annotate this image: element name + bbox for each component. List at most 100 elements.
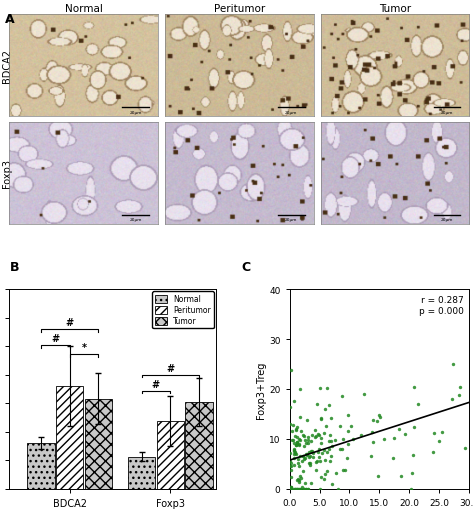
Point xyxy=(367,453,374,461)
Point xyxy=(309,449,317,457)
Point xyxy=(357,431,365,439)
Point xyxy=(376,413,383,421)
Text: 20μm: 20μm xyxy=(129,218,142,222)
Point xyxy=(301,485,308,493)
Point xyxy=(294,455,301,463)
Point xyxy=(313,432,320,440)
Title: Peritumor: Peritumor xyxy=(214,4,265,14)
Point xyxy=(286,403,294,411)
Point xyxy=(296,485,304,493)
Point xyxy=(308,479,315,487)
Point xyxy=(322,422,330,431)
Point xyxy=(431,429,438,437)
Text: C: C xyxy=(242,261,251,273)
Point xyxy=(347,422,355,430)
Point xyxy=(320,475,328,483)
Point xyxy=(414,400,421,408)
Point xyxy=(295,462,303,470)
Point xyxy=(295,475,302,483)
Point xyxy=(292,485,300,493)
Point xyxy=(390,435,397,443)
Point xyxy=(287,459,294,467)
Point xyxy=(349,435,357,443)
Point xyxy=(292,449,299,457)
Text: B: B xyxy=(9,261,19,273)
Point xyxy=(296,441,303,449)
Point xyxy=(292,426,300,434)
Point xyxy=(303,451,310,460)
Point xyxy=(287,462,295,470)
Point xyxy=(291,432,299,440)
Point xyxy=(344,428,352,436)
Point xyxy=(327,458,334,466)
Point xyxy=(299,483,306,491)
Point xyxy=(302,485,310,493)
Bar xyxy=(85,399,112,489)
Point xyxy=(408,485,415,493)
Point xyxy=(321,405,328,413)
Text: 20μm: 20μm xyxy=(285,218,298,222)
Point xyxy=(293,485,301,493)
Point xyxy=(328,480,336,489)
Point xyxy=(290,447,298,455)
Point xyxy=(300,456,308,464)
Bar xyxy=(185,402,212,489)
Point xyxy=(456,383,464,391)
Point xyxy=(338,445,346,453)
Point xyxy=(292,447,299,456)
Point xyxy=(303,450,310,458)
Bar xyxy=(156,421,184,489)
Point xyxy=(327,414,335,422)
Point xyxy=(312,458,320,466)
Text: #: # xyxy=(152,379,160,389)
Point xyxy=(304,439,312,447)
Point xyxy=(300,431,307,439)
Point xyxy=(320,430,328,438)
Point xyxy=(307,447,315,455)
Point xyxy=(299,467,307,475)
Point xyxy=(317,434,325,442)
Point xyxy=(286,458,294,466)
Point xyxy=(429,447,437,456)
Point xyxy=(297,427,305,435)
Point xyxy=(360,390,368,398)
Point xyxy=(294,459,301,467)
Point xyxy=(290,439,298,447)
Point xyxy=(287,483,294,491)
Point xyxy=(305,433,312,441)
Point xyxy=(306,459,313,467)
Point xyxy=(328,442,336,450)
Point xyxy=(287,485,295,493)
Point xyxy=(395,425,402,433)
Point xyxy=(287,366,295,374)
Point xyxy=(302,450,310,458)
Point xyxy=(287,485,295,493)
Point xyxy=(296,385,304,393)
Point xyxy=(317,415,325,423)
Point xyxy=(369,416,376,424)
Text: 20μm: 20μm xyxy=(129,110,142,115)
Point xyxy=(291,445,298,454)
Point xyxy=(408,469,416,477)
Point xyxy=(288,485,296,493)
Point xyxy=(290,436,297,444)
Point xyxy=(318,439,325,447)
Text: 20μm: 20μm xyxy=(441,218,453,222)
Point xyxy=(315,430,322,438)
Point xyxy=(410,423,418,431)
Point xyxy=(295,440,302,448)
Point xyxy=(295,485,302,493)
Point xyxy=(301,454,308,462)
Point xyxy=(321,470,329,478)
Point xyxy=(296,413,304,421)
Point xyxy=(304,416,311,425)
Point xyxy=(287,466,294,474)
Point xyxy=(296,472,304,480)
Point xyxy=(461,443,468,451)
Point xyxy=(398,472,405,480)
Point xyxy=(287,485,294,493)
Point xyxy=(300,452,307,460)
Point xyxy=(345,411,352,419)
Point xyxy=(292,450,300,459)
Point xyxy=(293,438,301,446)
